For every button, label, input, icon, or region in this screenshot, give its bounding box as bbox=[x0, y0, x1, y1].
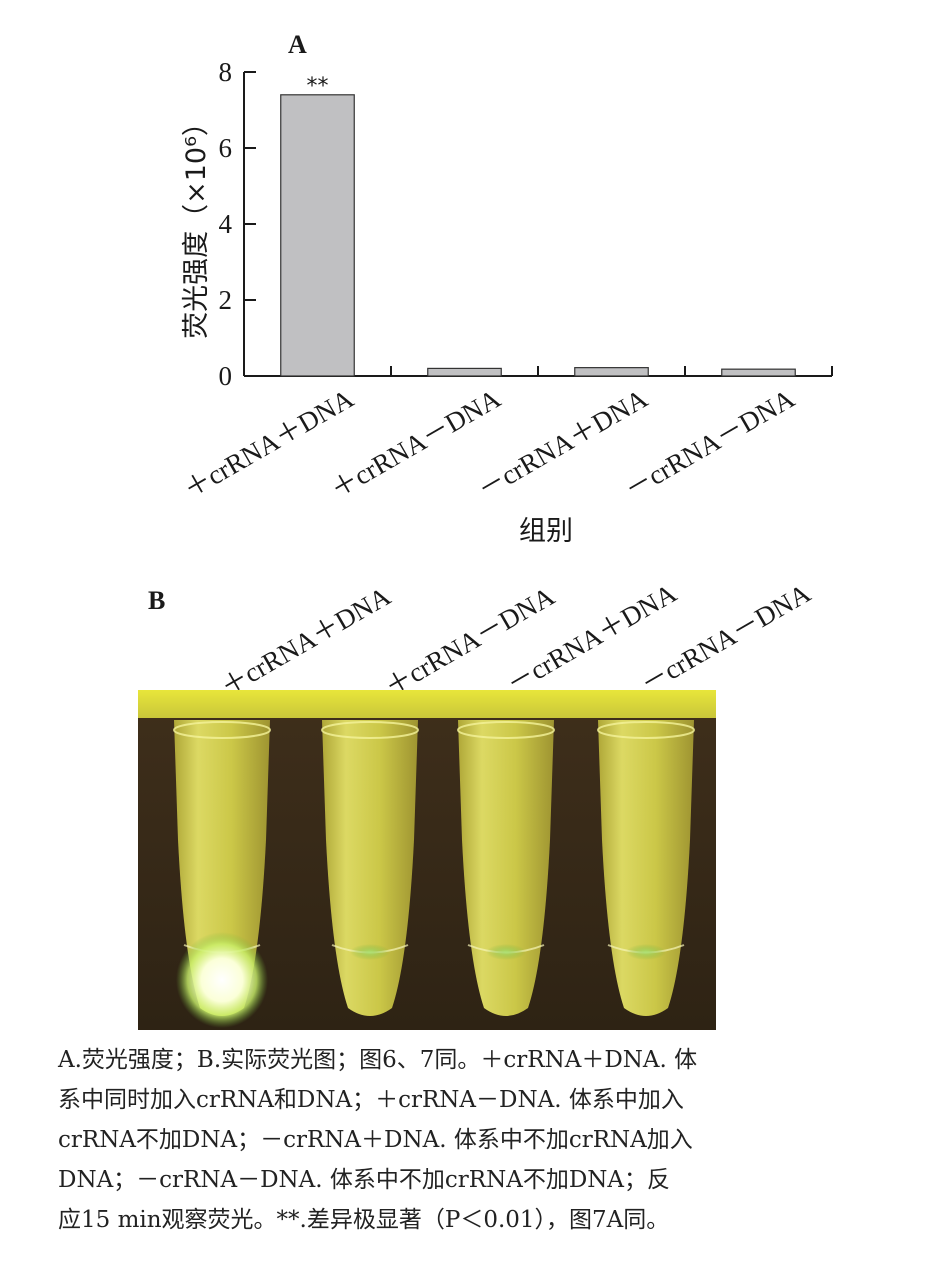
y-tick-label: 0 bbox=[219, 361, 233, 391]
significance-label: ** bbox=[307, 74, 329, 99]
bar bbox=[427, 367, 502, 377]
figure-caption: A.荧光强度；B.实际荧光图；图6、7同。＋crRNA＋DNA. 体 系中同时加… bbox=[58, 1040, 908, 1240]
caption-line: A.荧光强度；B.实际荧光图；图6、7同。＋crRNA＋DNA. 体 bbox=[58, 1047, 698, 1073]
bar bbox=[280, 94, 355, 377]
panel-a-label: A bbox=[288, 30, 307, 59]
y-axis-title: 荧光强度（×10⁶） bbox=[181, 109, 212, 339]
fluorescence-photo bbox=[138, 690, 716, 1030]
x-axis-title: 组别 bbox=[519, 516, 573, 547]
tubes-photo-drawing bbox=[138, 690, 716, 1030]
tube-label: ＋crRNA＋DNA bbox=[215, 580, 396, 703]
tube bbox=[321, 720, 419, 1016]
chart-bars bbox=[280, 94, 796, 377]
y-tick-label: 4 bbox=[219, 209, 233, 239]
y-tick-label: 2 bbox=[219, 285, 233, 315]
bar-chart: 02468＋crRNA＋DNA＋crRNA－DNA－crRNA＋DNA－crRN… bbox=[179, 57, 833, 547]
caption-line: 应15 min观察荧光。**.差异极显著（P＜0.01），图7A同。 bbox=[58, 1207, 670, 1233]
caption-line: crRNA不加DNA；－crRNA＋DNA. 体系中不加crRNA加入 bbox=[58, 1127, 693, 1153]
tube bbox=[173, 720, 271, 1028]
y-tick-label: 8 bbox=[219, 57, 233, 87]
panel-b-label: B bbox=[148, 586, 166, 615]
caption-line: DNA；－crRNA－DNA. 体系中不加crRNA不加DNA；反 bbox=[58, 1167, 671, 1193]
chart-labels: 02468＋crRNA＋DNA＋crRNA－DNA－crRNA＋DNA－crRN… bbox=[179, 57, 800, 547]
tube bbox=[457, 720, 555, 1016]
tube bbox=[597, 720, 695, 1016]
tubes bbox=[173, 720, 695, 1028]
caption-line: 系中同时加入crRNA和DNA；＋crRNA－DNA. 体系中加入 bbox=[58, 1087, 684, 1113]
y-tick-label: 6 bbox=[219, 133, 233, 163]
bar bbox=[574, 367, 649, 377]
bar bbox=[721, 368, 796, 377]
